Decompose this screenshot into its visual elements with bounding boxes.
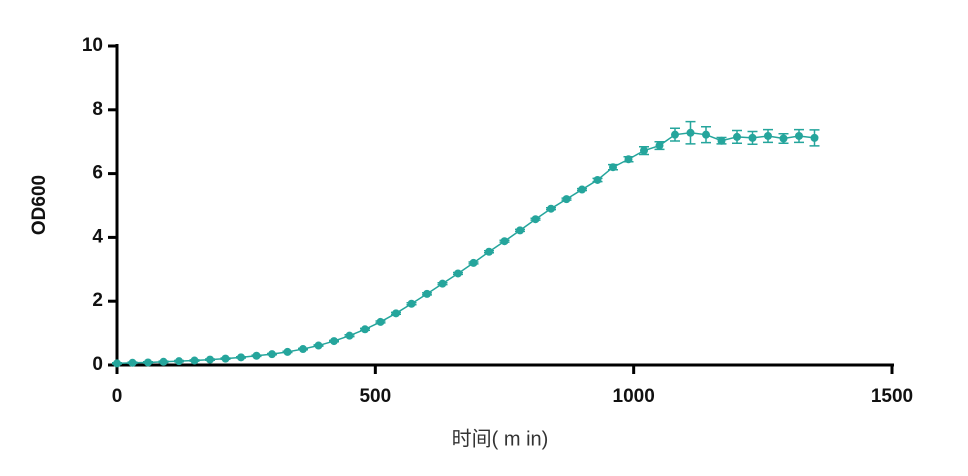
x-axis-label: 时间( m in): [452, 427, 549, 450]
y-tick-label: 0: [92, 354, 103, 375]
x-tick-label: 1500: [871, 386, 913, 407]
data-point: [283, 347, 292, 356]
x-tick-label: 0: [112, 386, 123, 407]
data-point: [407, 299, 416, 308]
data-point: [454, 269, 462, 278]
data-point: [624, 155, 633, 164]
data-point: [764, 131, 772, 140]
y-tick-label: 8: [92, 99, 103, 120]
data-point: [330, 337, 338, 346]
y-tick-label: 10: [82, 35, 103, 56]
data-point: [113, 359, 121, 368]
data-point: [361, 325, 369, 334]
data-point: [733, 132, 741, 141]
data-point: [717, 136, 726, 145]
data-point: [702, 130, 710, 139]
data-point: [314, 341, 323, 350]
y-tick-label: 6: [92, 163, 103, 184]
data-point: [547, 204, 555, 213]
data-point: [128, 358, 137, 367]
data-point: [531, 215, 540, 224]
data-point: [500, 237, 509, 246]
data-point: [237, 353, 245, 362]
data-point: [779, 134, 788, 143]
data-point: [190, 356, 199, 365]
x-tick-label: 1000: [613, 386, 655, 407]
data-point: [438, 279, 447, 288]
data-point: [578, 185, 586, 194]
data-point: [795, 131, 803, 140]
data-point: [252, 351, 261, 360]
data-point: [469, 258, 478, 267]
data-point: [671, 130, 679, 139]
data-line: [116, 132, 815, 365]
y-axis-label: OD600: [29, 175, 50, 235]
data-point: [423, 289, 431, 298]
data-point: [593, 175, 602, 184]
data-point: [268, 350, 276, 359]
data-point: [748, 133, 757, 142]
data-point: [392, 309, 400, 318]
data-point: [562, 195, 571, 204]
data-point: [609, 163, 617, 172]
y-tick-label: 2: [92, 290, 103, 311]
data-point: [144, 358, 152, 367]
data-point: [516, 226, 524, 235]
data-point: [206, 355, 214, 364]
data-point: [810, 133, 819, 142]
y-tick-label: 4: [92, 226, 103, 247]
data-point: [175, 357, 183, 366]
data-point: [686, 128, 695, 137]
data-point: [159, 357, 168, 366]
data-point: [485, 247, 493, 256]
x-tick-label: 500: [359, 386, 391, 407]
data-point: [345, 331, 354, 340]
data-point: [376, 317, 385, 326]
data-point: [640, 146, 648, 155]
data-point: [299, 345, 307, 354]
data-point: [221, 354, 230, 363]
data-point: [655, 141, 664, 150]
